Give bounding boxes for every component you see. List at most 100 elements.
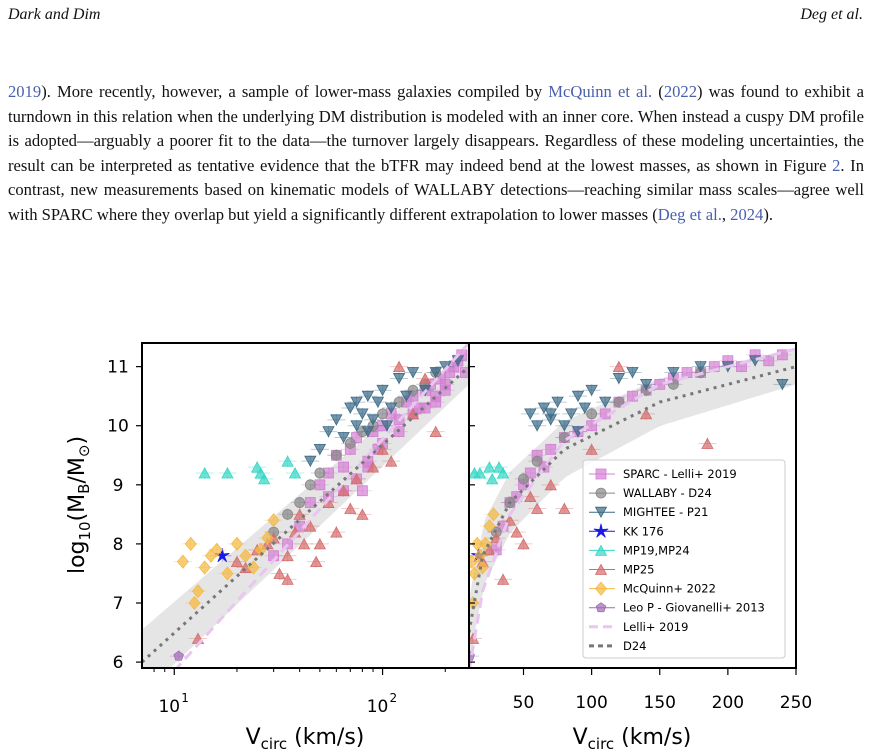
data-point bbox=[221, 467, 234, 479]
data-point bbox=[585, 384, 598, 397]
data-point bbox=[585, 443, 598, 455]
data-point bbox=[490, 532, 503, 544]
data-point bbox=[763, 355, 775, 367]
citation-link[interactable]: McQuinn et al. bbox=[548, 82, 653, 101]
data-point bbox=[173, 650, 184, 661]
data-point bbox=[612, 373, 626, 385]
data-point bbox=[392, 360, 406, 373]
data-point bbox=[626, 367, 639, 379]
data-point bbox=[313, 538, 327, 550]
x-tick-label: 50 bbox=[513, 693, 535, 713]
data-point bbox=[371, 396, 385, 408]
data-point bbox=[400, 390, 413, 403]
data-point bbox=[545, 443, 557, 455]
data-point bbox=[366, 414, 380, 426]
x-tick-label: 10 bbox=[367, 697, 389, 717]
citation-link[interactable]: 2 bbox=[832, 155, 841, 175]
citation-link[interactable]: 2024 bbox=[730, 204, 764, 224]
right-panel-frame bbox=[468, 342, 797, 669]
data-point bbox=[294, 497, 306, 508]
data-point bbox=[538, 461, 550, 473]
paragraph-text: ). bbox=[763, 204, 774, 224]
data-point bbox=[510, 526, 523, 538]
data-point bbox=[613, 396, 625, 408]
data-point bbox=[304, 479, 316, 491]
data-point bbox=[518, 473, 529, 485]
data-point bbox=[701, 437, 714, 449]
data-point bbox=[385, 455, 398, 467]
y-axis-label: log10(MB/M⊙) bbox=[65, 436, 94, 574]
x-tick-exponent: 2 bbox=[390, 691, 398, 705]
data-point bbox=[257, 473, 271, 485]
data-point bbox=[578, 402, 591, 414]
data-point bbox=[558, 502, 571, 514]
data-point bbox=[385, 402, 398, 414]
data-point bbox=[309, 555, 323, 568]
running-header-title: Dark and Dim bbox=[8, 6, 101, 23]
data-point bbox=[531, 455, 543, 467]
data-point bbox=[198, 467, 211, 479]
data-point bbox=[537, 402, 551, 414]
x-tick-label: 100 bbox=[575, 693, 607, 713]
citation-link[interactable]: 2019 bbox=[8, 82, 42, 101]
data-point bbox=[377, 408, 388, 420]
legend-box bbox=[582, 459, 786, 659]
data-point bbox=[776, 378, 789, 391]
data-point bbox=[380, 420, 394, 432]
legend-label: D24 bbox=[623, 639, 647, 653]
y-tick-label: 9 bbox=[113, 476, 124, 496]
data-point bbox=[176, 554, 189, 569]
y-tick-label: 6 bbox=[113, 653, 124, 673]
y-tick-label: 8 bbox=[113, 535, 124, 555]
x-tick-label: 250 bbox=[780, 693, 812, 713]
data-point bbox=[361, 426, 375, 438]
model-line bbox=[142, 365, 469, 664]
data-point bbox=[487, 507, 500, 522]
legend-marker bbox=[593, 523, 609, 538]
legend-marker bbox=[595, 468, 607, 480]
citation-link[interactable]: Deg et al. bbox=[657, 204, 722, 224]
data-point bbox=[351, 432, 362, 443]
data-point bbox=[565, 408, 578, 420]
legend-label: MIGHTEE - P21 bbox=[623, 505, 708, 519]
paragraph-text: . In contrast, new measurements based on… bbox=[8, 155, 864, 224]
legend-label: Lelli+ 2019 bbox=[623, 620, 688, 634]
data-point bbox=[338, 461, 349, 473]
legend-marker bbox=[595, 487, 607, 499]
x-tick-label: 10 bbox=[158, 697, 180, 717]
data-point bbox=[337, 484, 350, 497]
data-point bbox=[530, 420, 544, 432]
data-point bbox=[392, 373, 406, 385]
x-tick-exponent: 1 bbox=[181, 691, 189, 705]
data-point bbox=[551, 396, 564, 408]
d24-uncertainty-band bbox=[469, 348, 796, 666]
data-point bbox=[288, 467, 302, 479]
paragraph-text: ) was found to exhibit a turndown in thi… bbox=[8, 82, 864, 175]
data-point bbox=[471, 536, 484, 552]
data-point bbox=[476, 560, 489, 575]
data-point bbox=[639, 378, 653, 391]
x-tick-label: 150 bbox=[644, 693, 676, 713]
legend-label: MP25 bbox=[623, 563, 655, 577]
legend-label: SPARC - Lelli+ 2019 bbox=[623, 467, 737, 481]
data-point bbox=[524, 490, 537, 503]
legend-label: WALLABY - D24 bbox=[623, 486, 712, 500]
data-point bbox=[188, 595, 201, 611]
data-point bbox=[281, 549, 294, 562]
paragraph-text: , bbox=[721, 204, 731, 224]
data-point bbox=[524, 467, 536, 479]
data-point bbox=[473, 467, 487, 479]
data-point bbox=[191, 584, 205, 599]
data-point bbox=[356, 508, 369, 520]
y-tick-label: 11 bbox=[107, 358, 129, 378]
data-point bbox=[350, 473, 363, 485]
citation-link[interactable]: 2022 bbox=[663, 82, 697, 101]
y-tick-label: 7 bbox=[113, 594, 124, 614]
data-point bbox=[667, 367, 680, 379]
legend-label: MP19,MP24 bbox=[623, 543, 690, 557]
x-axis-label: Vcirc (km/s) bbox=[246, 725, 365, 753]
data-point bbox=[361, 390, 375, 403]
legend: SPARC - Lelli+ 2019 WALLABY - D24 MIGHTEE … bbox=[582, 459, 786, 659]
